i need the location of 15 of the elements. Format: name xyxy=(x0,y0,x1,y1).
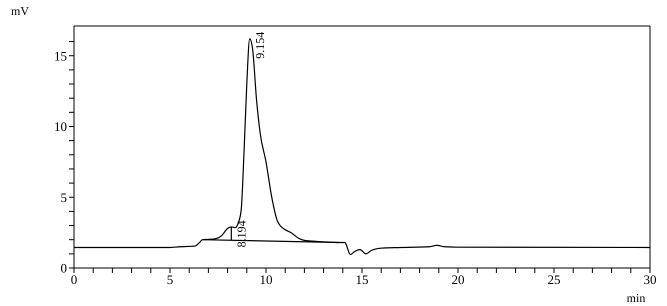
y-tick-label: 10 xyxy=(54,119,67,134)
x-tick-label: 15 xyxy=(356,272,368,288)
x-tick-label: 30 xyxy=(644,272,656,288)
annotation: 9.154 xyxy=(252,32,267,59)
x-tick-label: 20 xyxy=(452,272,464,288)
x-tick-label: 25 xyxy=(548,272,560,288)
x-axis-title: min xyxy=(626,291,646,305)
annotation: 8.194 xyxy=(234,220,248,248)
x-tick-label: 5 xyxy=(166,272,174,288)
x-tick-label: 10 xyxy=(260,272,272,288)
y-tick-label: 15 xyxy=(54,48,67,64)
y-axis-title: mV xyxy=(11,4,30,18)
x-tick-label: 0 xyxy=(70,272,78,288)
y-tick-label: 0 xyxy=(60,260,67,276)
y-tick-label: 5 xyxy=(60,190,67,205)
